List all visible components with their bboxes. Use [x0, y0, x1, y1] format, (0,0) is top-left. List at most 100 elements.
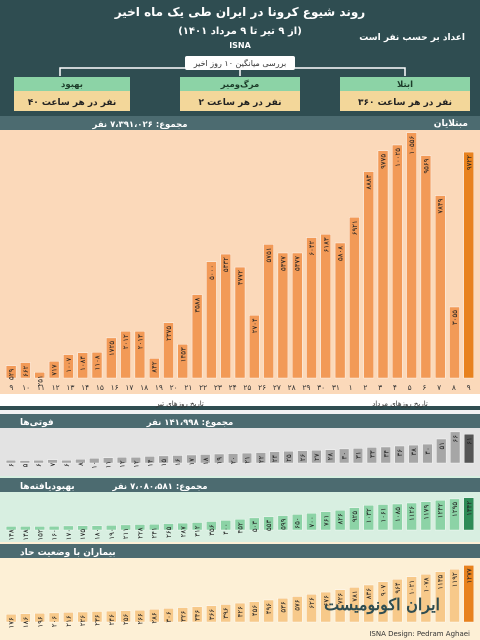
recoveries-bar [91, 525, 103, 531]
x-tick-label: ۲۶ [258, 383, 266, 392]
x-tick-label: ۷ [437, 383, 441, 392]
deaths-bar [255, 452, 266, 464]
deaths-bar [130, 457, 141, 464]
critical-bar [277, 598, 289, 623]
deaths-value-label: ۳۴ [382, 450, 390, 458]
critical-bar [420, 574, 432, 623]
x-tick-label: ۱۲ [52, 383, 60, 392]
recoveries-value-label: ۹۲۵ [351, 511, 359, 523]
critical-value-label: ۲۰۶ [51, 616, 59, 628]
critical-bar [106, 610, 117, 623]
critical-bar [148, 609, 160, 623]
deaths-bar [158, 455, 169, 464]
deaths-value-label: ۱۴ [146, 459, 154, 467]
mordad-axis-label: تاریخ روزهای مرداد [372, 400, 428, 408]
infections-value-label: ۸۸۸۳ [365, 174, 373, 189]
deaths-bar [214, 453, 225, 464]
deaths-value-label: ۱۷ [188, 458, 196, 466]
recoveries-value-label: ۱۴۸ [22, 529, 30, 541]
critical-bar [392, 579, 403, 623]
critical-chart: ۱۷۶ ۱۸۶ ۱۹۶ ۲۰۶ ۲۱۶ ۲۲۶ ۲۳۶ ۲۴۶ ۲۵۶ ۲۶۶ ۲۸۶ ۳۰۶ ۳۲۶ ۳… [5, 565, 474, 628]
critical-value-label: ۲۶۶ [136, 613, 144, 625]
recoveries-value-label: ۱۲۹۵ [451, 502, 459, 517]
infections-value-label: ۵۷۵۱ [265, 247, 273, 262]
recoveries-value-label: ۲۱۱ [122, 528, 130, 539]
stat-box-infection: ابتلا ۳۶۰ نفر در هر ساعت [340, 77, 470, 111]
x-tick-label: ۹ [9, 383, 13, 392]
x-tick-label: ۲۱ [184, 383, 192, 392]
critical-value-label: ۹۰۷ [380, 585, 388, 597]
deaths-value-label: ۲۷ [313, 453, 321, 461]
recoveries-bar [134, 524, 146, 531]
recoveries-bar [392, 503, 403, 531]
recoveries-bar [363, 505, 374, 531]
x-tick-label: ۱۱ [37, 383, 45, 392]
stat-box-deaths-label: مرگ‌ومیر [220, 79, 260, 90]
deaths-bar [339, 448, 350, 464]
deaths-bar [116, 457, 127, 464]
critical-value-label: ۲۲۶ [79, 615, 87, 627]
deaths-value-label: ۱۸ [202, 457, 210, 465]
recoveries-value-label: ۴۵۲ [237, 522, 245, 534]
deaths-bar [464, 434, 475, 464]
deaths-bar [394, 445, 405, 464]
deaths-value-label: ۵۱ [438, 442, 446, 450]
recoveries-bar [48, 526, 60, 531]
critical-value-label: ۱۰۲۱ [408, 580, 416, 595]
infections-value-label: ۷۸۴۹ [437, 198, 445, 213]
critical-bar [134, 610, 146, 623]
deaths-value-label: ۱۹ [216, 457, 224, 465]
infections-value-label: ۶۱۸۳ [322, 237, 330, 252]
infections-bar [363, 171, 374, 379]
deaths-chart: ۶ ۵ ۶ ۷ ۶ ۸ ۱۰ ۱۱ ۱۲ ۱۲ ۱۴ ۱۵ ۱۶ ۱۷ ۱۸ ۱۹ ۲۰ ۲۱ ۲۲ ۲۴ ۲۵ ۲۶ ۲۷… [5, 431, 475, 469]
recoveries-value-label: ۷۶۱ [322, 515, 330, 526]
x-tick-label: ۱۳ [66, 383, 74, 392]
x-tick-label: ۳۰ [317, 383, 325, 392]
deaths-value-label: ۷ [49, 462, 57, 466]
recoveries-value-label: ۳۵۶ [208, 524, 216, 536]
x-tick-label: ۶ [422, 383, 426, 392]
isna-header-label: ISNA [229, 41, 251, 50]
deaths-bar [269, 451, 280, 464]
x-tick-label: ۱۷ [125, 383, 133, 392]
infections-bar [292, 252, 303, 379]
infections-bar [106, 337, 117, 379]
critical-value-label: ۳۴۶ [194, 609, 202, 621]
x-tick-label: ۱۵ [96, 383, 104, 392]
infections-bar [206, 261, 217, 379]
deaths-bar [436, 438, 447, 464]
deaths-bar [450, 431, 461, 464]
x-tick-label: ۵ [408, 383, 412, 392]
deaths-value-label: ۳۳ [368, 450, 376, 458]
critical-value-label: ۱۱۹۲ [451, 572, 459, 587]
recoveries-bar [263, 516, 274, 531]
critical-value-label: ۱۹۶ [36, 616, 44, 628]
recoveries-value-label: ۱۴۸ [8, 529, 16, 541]
deaths-value-label: ۲۶ [299, 453, 307, 461]
stat-box-deaths-label-bg [180, 77, 300, 91]
recoveries-bar [320, 511, 331, 531]
critical-value-label: ۳۲۶ [179, 610, 187, 622]
per-person-note: اعداد بر حسب نفر است [359, 33, 465, 43]
deaths-value-label: ۱۱ [105, 461, 113, 469]
x-tick-label: ۳۱ [332, 383, 340, 392]
infections-x-ticks: ۹ ۱۰ ۱۱ ۱۲ ۱۳ ۱۴ ۱۵ ۱۶ ۱۷ ۱۸ ۱۹ ۲۰ ۲۱ ۲۲ ۲۳ ۲۴ ۲۵ ۲۶ ۲۷ ۲۸ ۲… [9, 383, 470, 392]
deaths-value-label: ۲۵ [285, 454, 293, 462]
x-tick-label: ۲۸ [288, 383, 296, 392]
critical-bar [163, 608, 174, 623]
deaths-bar [186, 454, 197, 464]
critical-bar [349, 587, 360, 623]
deaths-value-label: ۲۰ [230, 457, 238, 465]
recoveries-bar [20, 526, 31, 531]
recoveries-bar [220, 520, 231, 531]
infections-value-label: ۱۱۰۸ [94, 355, 102, 370]
infections-bar [377, 150, 389, 379]
recoveries-value-label: ۱۱۲۶ [408, 506, 416, 521]
critical-bar [320, 591, 331, 623]
critical-bar [91, 611, 103, 623]
infections-value-label: ۱۰۰۲۵ [394, 148, 402, 167]
recoveries-bar [463, 497, 474, 531]
infections-value-label: ۱۴۵۳ [179, 347, 187, 362]
stat-box-recovery-label-bg [14, 77, 130, 91]
critical-bar [48, 612, 60, 623]
